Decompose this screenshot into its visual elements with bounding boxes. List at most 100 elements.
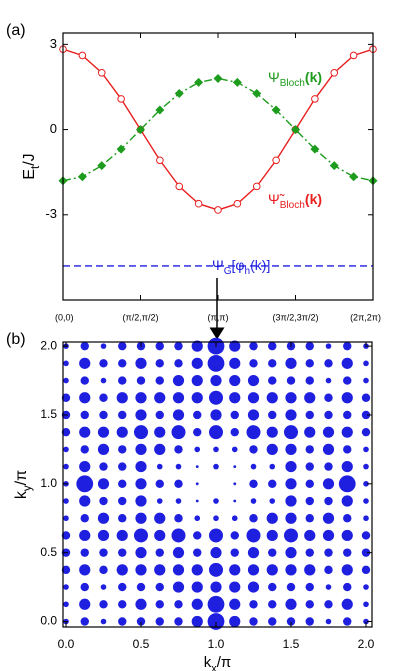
dot xyxy=(285,495,297,507)
dot xyxy=(268,376,277,385)
dot xyxy=(341,357,353,369)
dot xyxy=(363,481,369,487)
dot xyxy=(63,463,69,470)
marker xyxy=(272,156,280,165)
dot xyxy=(100,377,107,384)
dot xyxy=(99,410,108,420)
dot xyxy=(304,426,316,438)
dot xyxy=(305,617,314,626)
dot xyxy=(361,565,371,575)
series-line xyxy=(62,48,374,211)
dot xyxy=(305,359,314,368)
dot xyxy=(154,426,166,438)
label-part: (k)] xyxy=(250,257,270,273)
label-part: h xyxy=(245,266,251,277)
dot xyxy=(305,445,314,454)
dot xyxy=(191,581,203,593)
dot xyxy=(118,445,127,454)
dot xyxy=(304,392,316,404)
label-part: E xyxy=(21,169,38,180)
marker xyxy=(349,51,358,60)
dot xyxy=(285,547,297,559)
dot xyxy=(134,528,148,543)
dot xyxy=(249,617,258,626)
y-axis-label: Et/J xyxy=(21,153,42,179)
dot xyxy=(118,617,127,626)
dot xyxy=(266,426,278,438)
dot xyxy=(363,601,369,608)
dot xyxy=(305,376,314,385)
dot xyxy=(156,498,163,504)
label-part: Ψ xyxy=(212,257,224,273)
dot xyxy=(213,515,219,522)
dot xyxy=(249,341,258,351)
dot xyxy=(99,548,108,557)
dot xyxy=(80,514,89,523)
dot xyxy=(135,512,147,524)
dot xyxy=(343,548,352,557)
series-label: Ψ̃Bloch(k) xyxy=(268,191,322,211)
dot xyxy=(363,618,369,625)
label-part: /π xyxy=(13,470,30,485)
dot xyxy=(213,498,219,504)
x-tick-label: (π/2,π/2) xyxy=(123,312,159,322)
dot xyxy=(324,565,333,575)
dot xyxy=(155,582,164,592)
dot xyxy=(155,410,164,420)
x-tick-label: (2π,2π) xyxy=(350,312,381,322)
y-tick-label: 0 xyxy=(50,121,57,136)
dot xyxy=(118,359,127,368)
dot xyxy=(268,617,277,626)
dot xyxy=(118,496,127,506)
dot xyxy=(116,392,128,404)
marker xyxy=(252,182,261,191)
dot xyxy=(343,582,352,592)
dot xyxy=(172,547,185,559)
dot xyxy=(155,479,164,489)
dot xyxy=(247,564,260,576)
dot xyxy=(63,360,69,367)
y-tick-label: 2.0 xyxy=(40,338,57,352)
dot xyxy=(268,341,277,351)
marker xyxy=(330,68,339,77)
dot xyxy=(207,613,225,630)
label-part: k xyxy=(204,654,212,671)
dot xyxy=(154,443,166,455)
dot xyxy=(361,427,371,437)
y-tick-label: -3 xyxy=(45,206,57,221)
dot xyxy=(247,374,260,387)
dot xyxy=(174,359,183,368)
dot xyxy=(191,564,203,576)
dot xyxy=(324,410,333,420)
dot xyxy=(341,392,353,404)
dot xyxy=(134,425,148,440)
dot xyxy=(210,374,222,387)
marker xyxy=(78,51,87,60)
dot xyxy=(268,548,277,557)
dot xyxy=(80,617,89,626)
x-tick-label: (3π/2,3π/2) xyxy=(273,312,319,322)
dot xyxy=(269,498,276,504)
y-tick-label: 1.0 xyxy=(40,476,57,490)
dot xyxy=(363,446,369,453)
dot xyxy=(63,601,69,608)
dot xyxy=(191,340,203,352)
marker xyxy=(349,172,359,182)
dot xyxy=(305,600,314,609)
dot xyxy=(233,482,237,486)
marker xyxy=(233,199,242,208)
dot xyxy=(155,617,164,626)
dot xyxy=(174,600,183,609)
dot xyxy=(207,595,225,613)
dot xyxy=(97,512,110,524)
dot xyxy=(193,427,202,437)
dot xyxy=(305,341,314,351)
label-part: /π xyxy=(217,654,232,671)
dot xyxy=(174,341,183,351)
dot xyxy=(136,617,146,626)
dot xyxy=(322,426,335,438)
dot xyxy=(286,582,296,592)
dot xyxy=(79,357,91,369)
dot xyxy=(247,547,260,559)
dot xyxy=(174,514,183,523)
